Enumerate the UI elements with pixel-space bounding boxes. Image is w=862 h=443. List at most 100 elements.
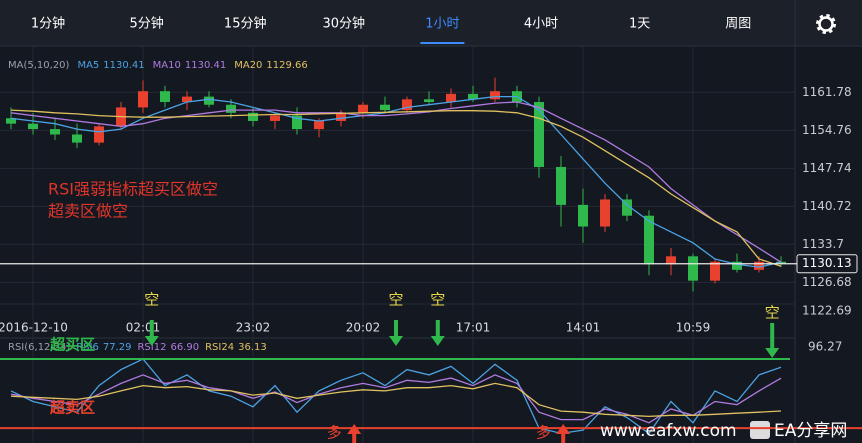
gear-ring[interactable] <box>818 16 834 32</box>
legend-name: MA20 <box>234 60 262 71</box>
legend: RSI(6,12,24) RSI6 77.29 RSI12 66.90 RSI24 36.1… <box>8 342 267 353</box>
sell-arrow-head <box>430 336 445 346</box>
watermark-name: EA分享网 <box>774 421 847 441</box>
y-tick-label: 96.27 <box>808 340 842 354</box>
tab[interactable]: 1天 <box>629 17 650 32</box>
last-price-box <box>796 254 858 274</box>
tab[interactable]: 4小时 <box>524 17 558 32</box>
candle-body <box>468 93 478 100</box>
candle-body <box>446 93 456 103</box>
legend-name: RSI6 <box>76 342 99 353</box>
buy-arrow-head <box>556 424 571 434</box>
y-tick-label: 1161.78 <box>802 85 852 99</box>
candle-body <box>28 123 38 130</box>
candle-body <box>380 104 390 111</box>
y-tick-label: 1122.69 <box>802 304 852 318</box>
y-tick-label: 1133.7 <box>802 237 844 251</box>
candle-body <box>50 129 60 135</box>
x-tick-label: 10:59 <box>676 321 711 335</box>
legend-value: 77.29 <box>103 342 132 353</box>
annotation: RSI强弱指标超买区做空 <box>48 180 218 199</box>
tab[interactable]: 15分钟 <box>224 16 267 32</box>
candle-body <box>534 102 544 167</box>
tab[interactable]: 30分钟 <box>323 16 366 32</box>
tab[interactable]: 周图 <box>725 17 751 32</box>
rsi-line <box>10 382 782 418</box>
legend: MA(5,10,20) MA5 1130.41 MA10 1130.41 MA20 1129… <box>8 60 308 71</box>
candle-body <box>688 256 698 281</box>
buy-signal-label: 多 <box>536 424 551 442</box>
sell-arrow-head <box>765 348 780 358</box>
candle-body <box>160 91 170 103</box>
x-tick-label: 23:02 <box>236 321 271 335</box>
candle-body <box>644 215 654 265</box>
watermark-icon <box>750 421 770 439</box>
candle-body <box>666 256 676 265</box>
ma-line <box>10 95 782 268</box>
candle-body <box>270 115 280 121</box>
tab-underline <box>420 42 465 44</box>
candle-body <box>6 118 16 124</box>
buy-arrow-head <box>347 424 362 434</box>
legend-value: 1130.41 <box>185 60 226 71</box>
annotation: 超卖区做空 <box>48 202 128 221</box>
candle-body <box>490 91 500 100</box>
settings-icon[interactable] <box>816 14 836 34</box>
legend-value: 66.90 <box>170 342 199 353</box>
last-price-label: 1130.13 <box>802 256 852 270</box>
candle-body <box>248 112 258 121</box>
legend-value: 1129.66 <box>266 60 307 71</box>
x-tick-label: 20:02 <box>346 321 381 335</box>
watermark-icon-box <box>750 421 770 439</box>
tab[interactable]: 1小时 <box>425 17 459 32</box>
y-tick-label: 1126.68 <box>802 275 852 289</box>
tab[interactable]: 1分钟 <box>31 16 65 32</box>
zone-label: 超买区 <box>49 336 95 354</box>
watermark-url: www.eafxw.com <box>600 421 737 441</box>
gear-hole[interactable] <box>823 21 829 27</box>
candle-body <box>424 99 434 103</box>
candle-body <box>710 261 720 281</box>
x-tick-label: 17:01 <box>456 321 491 335</box>
sell-signal-label: 空 <box>765 304 780 322</box>
y-tick-label: 1154.76 <box>802 123 852 137</box>
ma-line <box>10 109 782 267</box>
sell-signal-label: 空 <box>430 291 445 309</box>
tab[interactable]: 5分钟 <box>129 16 163 32</box>
candle-body <box>578 204 588 227</box>
candle-body <box>314 120 324 130</box>
candle-body <box>358 104 368 113</box>
candle-body <box>402 99 412 111</box>
sell-arrow-head <box>144 336 159 346</box>
candle-body <box>732 261 742 270</box>
candle-body <box>622 199 632 216</box>
candle-body <box>204 96 214 105</box>
legend-title: RSI(6,12,24) <box>8 342 70 353</box>
gear-teeth[interactable] <box>816 14 836 34</box>
x-tick-label: 02:01 <box>126 321 161 335</box>
zone-label: 超卖区 <box>49 399 95 417</box>
legend-value: 36.13 <box>238 342 267 353</box>
sell-signal-label: 空 <box>388 291 403 309</box>
x-tick-label: 2016-12-10 <box>0 321 68 335</box>
y-tick-label: 1147.74 <box>802 161 852 175</box>
legend-name: RSI12 <box>137 342 166 353</box>
candle-body <box>138 91 148 108</box>
candle-body <box>556 166 566 205</box>
legend-name: MA10 <box>153 60 181 71</box>
legend-name: RSI24 <box>205 342 234 353</box>
buy-signal-label: 多 <box>327 424 342 442</box>
sell-arrow-head <box>389 336 403 346</box>
candle-body <box>182 96 192 103</box>
candle-body <box>600 199 610 227</box>
x-tick-label: 14:01 <box>566 321 601 335</box>
legend-name: MA5 <box>77 60 99 71</box>
rsi-line <box>10 374 782 424</box>
candle-body <box>94 126 104 143</box>
candle-body <box>336 112 346 121</box>
tab-bar <box>0 0 862 46</box>
grid <box>0 46 795 443</box>
